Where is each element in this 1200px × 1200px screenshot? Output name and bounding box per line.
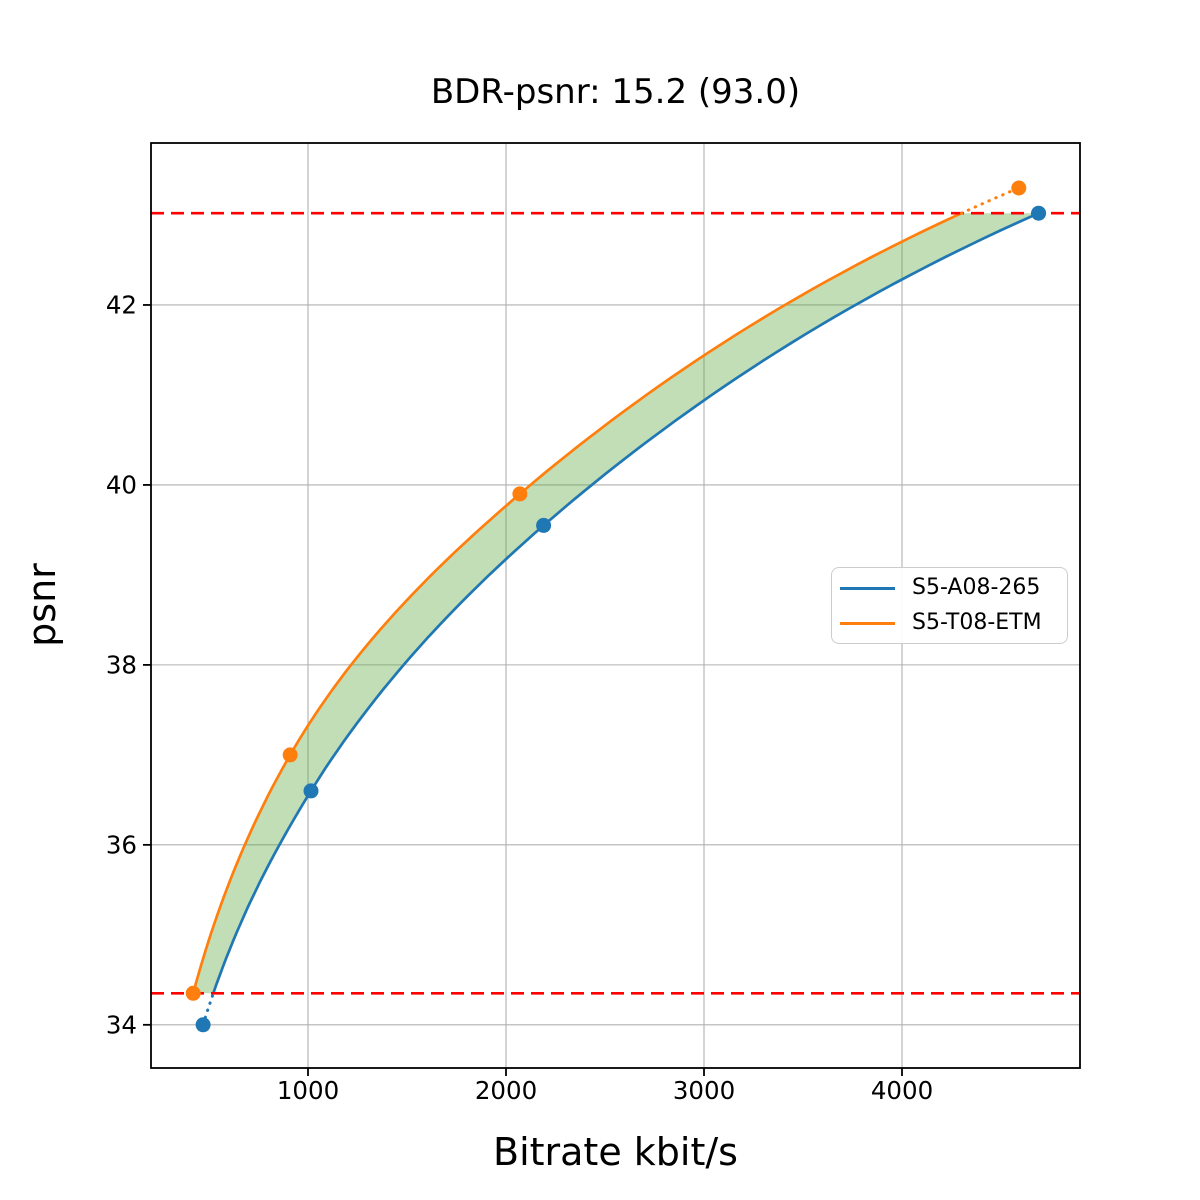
x-axis-label: Bitrate kbit/s: [493, 1130, 738, 1174]
data-point-marker: [303, 783, 319, 799]
series-curve-S5-A08-265: [212, 211, 1040, 994]
data-point-marker: [512, 486, 528, 502]
y-tick-label: 40: [106, 470, 137, 499]
y-tick-label: 38: [106, 650, 137, 679]
x-tick-label: 2000: [475, 1076, 537, 1105]
x-tick-label: 3000: [673, 1076, 735, 1105]
y-tick-label: 42: [106, 290, 137, 319]
data-point-marker: [195, 1017, 211, 1033]
x-tick-label: 1000: [277, 1076, 339, 1105]
data-point-marker: [185, 985, 201, 1001]
axes-spines: [150, 142, 1081, 1069]
legend-label: S5-A08-265: [912, 575, 1041, 600]
legend-label: S5-T08-ETM: [912, 610, 1042, 635]
series-dotted-extension-S5-T08-ETM: [960, 186, 1021, 215]
data-point-marker: [282, 747, 298, 763]
x-tick-label: 4000: [871, 1076, 933, 1105]
data-point-marker: [1031, 205, 1047, 221]
series-dotted-extension-S5-A08-265: [201, 991, 215, 1027]
data-point-marker: [1011, 180, 1027, 196]
y-axis-label-text: psnr: [20, 563, 64, 647]
data-point-marker: [536, 517, 552, 533]
series-curve-S5-T08-ETM: [191, 211, 963, 994]
legend-entry-s5-a08-265: S5-A08-265: [840, 575, 1067, 601]
legend: S5-A08-265 S5-T08-ETM: [831, 567, 1068, 644]
legend-line-sample-blue: [840, 586, 895, 590]
y-tick-label: 36: [106, 830, 137, 859]
y-tick-label: 34: [106, 1010, 137, 1039]
legend-line-sample-orange: [840, 621, 895, 625]
legend-entry-s5-t08-etm: S5-T08-ETM: [840, 610, 1067, 636]
chart-title: BDR-psnr: 15.2 (93.0): [430, 72, 801, 112]
